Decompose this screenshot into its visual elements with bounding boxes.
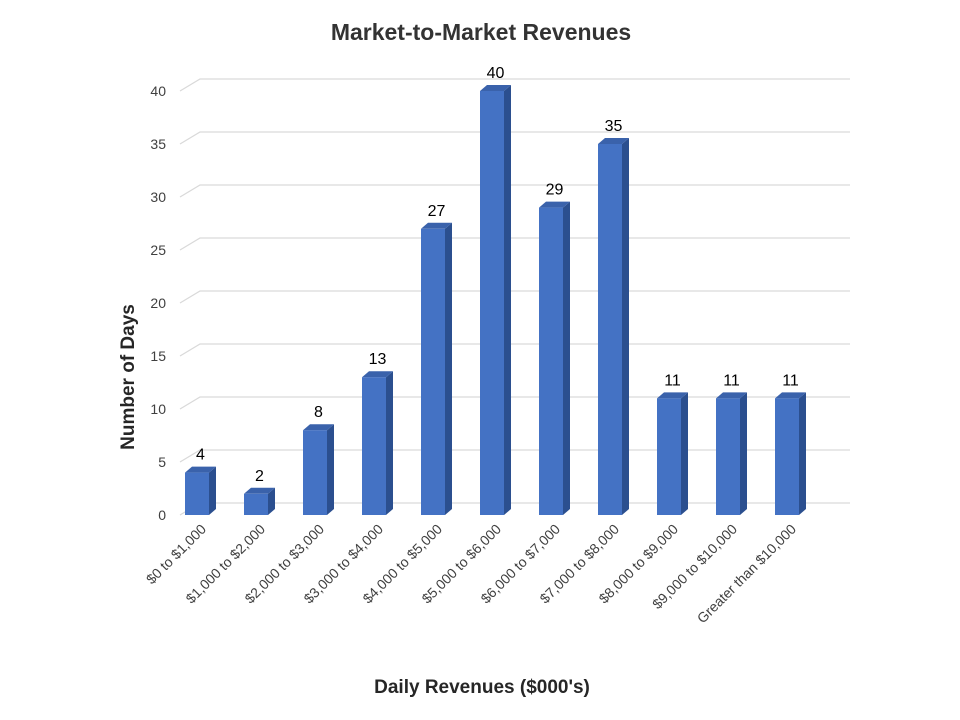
bar-side [799,392,806,515]
gridline [179,184,850,198]
bar [185,466,216,515]
bar-side [327,424,334,515]
x-axis-title: Daily Revenues ($000's) [374,677,590,698]
bar [244,487,275,515]
gridline [179,290,850,304]
bar-side [740,392,747,515]
bar [598,138,629,515]
gridlines [179,78,850,516]
bar-side [386,371,393,515]
bar-top [421,222,452,229]
gridline [179,237,850,251]
bar-front [480,91,504,515]
bar-top [598,138,629,144]
gridline [179,502,850,516]
x-axis-ticks: $0 to $1,000$1,000 to $2,000$2,000 to $3… [143,521,800,627]
bar-front [303,430,327,515]
bar-top [303,424,334,431]
bar-front [657,398,681,515]
gridline [179,449,850,463]
gridline [179,78,850,92]
bar-side [681,392,688,515]
y-tick-label: 10 [150,401,166,417]
bar-side [268,487,275,515]
gridline [179,343,850,357]
bar [657,392,688,515]
data-label: 40 [487,65,505,82]
bar-front [244,493,268,515]
data-label: 11 [782,372,799,389]
bar-top [480,85,511,91]
bar-front [598,144,622,515]
data-label: 35 [605,118,623,135]
bar-top [244,487,275,494]
bar-side [563,201,570,515]
bar [775,392,806,515]
y-tick-label: 25 [150,242,166,258]
bar [362,371,393,515]
bar-side [622,138,629,515]
gridline [179,396,850,410]
bar-top [716,392,747,399]
data-label: 11 [723,372,740,389]
y-tick-label: 35 [150,136,166,152]
data-label: 2 [255,468,264,485]
bar-front [362,377,386,515]
data-label: 11 [664,372,681,389]
bar-top [657,392,688,399]
data-label: 4 [196,447,205,464]
bar-top [362,371,393,378]
data-label: 13 [369,351,387,368]
y-tick-label: 5 [158,454,166,470]
bar [716,392,747,515]
data-label: 27 [428,203,446,220]
y-axis-title: Number of Days [118,304,139,450]
y-tick-label: 40 [150,83,166,99]
data-labels: 4 2 8 13 27 40 29 35 11 11 11 [196,65,799,485]
bar [539,201,570,515]
bar-front [775,398,799,515]
y-tick-label: 0 [158,507,166,523]
y-axis-ticks: 0 5 10 15 20 25 30 35 40 [150,83,166,523]
bar-top [185,466,216,473]
bar-front [185,472,209,515]
gridline [179,131,850,145]
y-tick-label: 20 [150,295,166,311]
bar-top [775,392,806,399]
bar-side [209,466,216,515]
data-label: 8 [314,404,323,421]
bar-side [504,85,511,515]
data-label: 29 [546,182,564,199]
bars [185,85,806,516]
bar [480,85,511,515]
chart-title: Market-to-Market Revenues [331,19,631,45]
bar [303,424,334,515]
y-tick-label: 30 [150,189,166,205]
bar-front [421,228,445,516]
bar-front [716,398,740,515]
x-tick-label: Greater than $10,000 [694,521,800,627]
bar-front [539,207,563,515]
bar-top [539,201,570,208]
bar-side [445,222,452,516]
bar [421,222,452,516]
y-tick-label: 15 [150,348,166,364]
